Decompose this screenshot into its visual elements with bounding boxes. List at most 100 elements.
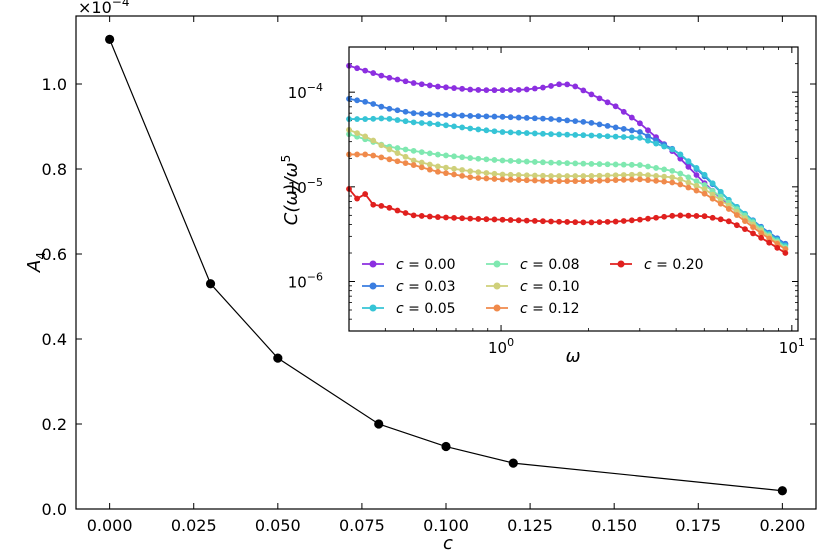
inset-data-point bbox=[612, 124, 619, 131]
inset-data-point bbox=[556, 116, 562, 123]
inset-data-point bbox=[661, 178, 668, 185]
inset-data-point bbox=[362, 116, 369, 122]
inset-data-point bbox=[628, 134, 635, 141]
inset-data-point bbox=[451, 153, 457, 160]
legend-item: c = 0.05 bbox=[362, 301, 456, 317]
inset-data-point bbox=[556, 178, 562, 184]
inset-data-point bbox=[620, 172, 627, 178]
inset-data-point bbox=[434, 214, 441, 220]
main-data-point bbox=[105, 34, 115, 44]
inset-data-point bbox=[725, 218, 732, 225]
inset-data-point bbox=[362, 133, 369, 140]
inset-data-point bbox=[507, 129, 514, 136]
inset-data-point bbox=[394, 117, 401, 123]
inset-data-point bbox=[653, 173, 659, 179]
inset-data-point bbox=[418, 213, 425, 219]
inset-data-point bbox=[370, 115, 377, 122]
inset-data-point bbox=[637, 216, 643, 223]
legend-label: c = 0.03 bbox=[396, 279, 456, 295]
inset-data-point bbox=[386, 156, 393, 163]
inset-data-point bbox=[499, 176, 506, 183]
inset-data-point bbox=[620, 161, 627, 168]
inset-data-point bbox=[612, 177, 619, 183]
inset-data-point bbox=[491, 216, 498, 223]
legend-label: c = 0.05 bbox=[396, 301, 456, 317]
inset-data-point bbox=[459, 167, 466, 173]
inset-data-point bbox=[410, 157, 417, 164]
inset-data-point bbox=[693, 165, 700, 171]
inset-data-point bbox=[467, 215, 474, 222]
inset-data-point bbox=[645, 127, 651, 134]
inset-data-point bbox=[354, 151, 360, 158]
inset-data-point bbox=[677, 176, 684, 183]
inset-data-point bbox=[499, 129, 506, 135]
inset-data-point bbox=[604, 99, 611, 106]
inset-data-point bbox=[443, 214, 449, 221]
inset-data-point bbox=[426, 120, 433, 127]
inset-data-point bbox=[443, 164, 449, 171]
main-x-tick-label: 0.025 bbox=[171, 516, 217, 535]
inset-data-point bbox=[540, 218, 546, 225]
inset-x-axis-label: ω bbox=[565, 346, 580, 367]
inset-data-point bbox=[540, 159, 546, 166]
inset-data-point bbox=[669, 212, 676, 219]
inset-data-point bbox=[483, 175, 490, 182]
inset-data-point bbox=[693, 172, 700, 178]
inset-data-point bbox=[443, 152, 449, 159]
inset-data-point bbox=[653, 165, 659, 171]
inset-data-point bbox=[451, 123, 457, 130]
inset-data-point bbox=[620, 126, 627, 132]
main-y-axis-label: A4 bbox=[24, 252, 48, 273]
inset-data-point bbox=[523, 177, 530, 184]
inset-data-point bbox=[451, 171, 457, 178]
inset-data-point bbox=[499, 113, 506, 120]
inset-data-point bbox=[434, 121, 441, 128]
inset-data-point bbox=[402, 146, 409, 153]
inset-data-point bbox=[451, 165, 457, 172]
inset-data-point bbox=[588, 132, 595, 139]
inset-data-point bbox=[548, 159, 554, 166]
inset-data-point bbox=[774, 240, 781, 247]
inset-data-point bbox=[758, 234, 765, 241]
legend-swatch-marker bbox=[369, 282, 377, 290]
inset-data-point bbox=[507, 217, 514, 223]
inset-data-point bbox=[475, 87, 482, 93]
inset-y-tick-label: 10−6 bbox=[288, 271, 323, 292]
inset-data-point bbox=[540, 177, 546, 184]
inset-data-point bbox=[434, 151, 441, 158]
inset-data-point bbox=[491, 170, 498, 177]
inset-data-point bbox=[426, 213, 433, 220]
main-data-point bbox=[273, 353, 283, 363]
inset-data-point bbox=[426, 166, 433, 173]
inset-data-point bbox=[580, 118, 587, 125]
inset-y-axis-label-sup: 5 bbox=[279, 155, 293, 163]
inset-data-point bbox=[645, 215, 651, 222]
inset-data-point bbox=[467, 168, 474, 175]
legend-label: c = 0.08 bbox=[520, 257, 580, 273]
inset-series bbox=[346, 62, 789, 256]
inset-data-point bbox=[612, 172, 619, 179]
inset-data-point bbox=[693, 182, 700, 189]
inset-data-point bbox=[426, 111, 433, 118]
inset-data-point bbox=[564, 81, 571, 88]
inset-data-point bbox=[564, 160, 571, 167]
main-y-tick-label: 0.2 bbox=[42, 415, 67, 434]
inset-data-point bbox=[628, 176, 635, 183]
inset-data-point bbox=[418, 159, 425, 166]
main-x-tick-label: 0.150 bbox=[591, 516, 637, 535]
inset-data-point bbox=[548, 218, 554, 225]
inset-data-point bbox=[628, 171, 635, 178]
main-x-tick-label: 0.175 bbox=[675, 516, 721, 535]
inset-data-point bbox=[418, 149, 425, 156]
inset-data-point bbox=[612, 103, 619, 110]
inset-data-point bbox=[459, 124, 466, 131]
inset-data-point bbox=[467, 155, 474, 161]
inset-data-point bbox=[523, 130, 530, 136]
inset-data-point bbox=[564, 173, 571, 179]
main-y-axis-label-base: A bbox=[24, 260, 45, 273]
inset-data-point bbox=[475, 175, 482, 181]
inset-data-point bbox=[394, 145, 401, 151]
inset-data-point bbox=[499, 87, 506, 94]
inset-data-point bbox=[572, 178, 579, 184]
